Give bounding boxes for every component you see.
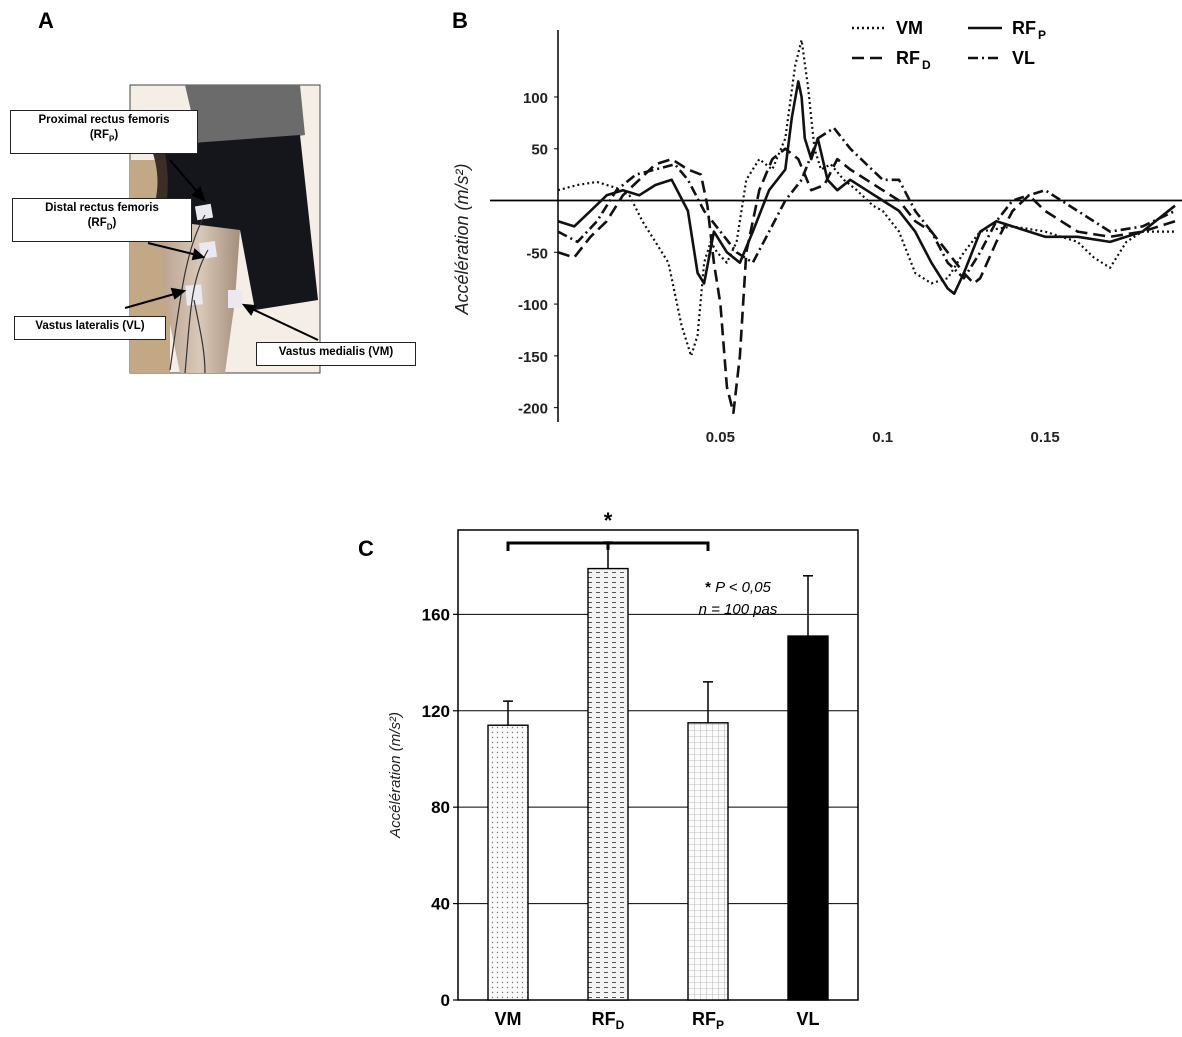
panel-b-line-chart: 100 50 -50 -100 -150 -200 0.05 0.1 0.15 Accélérat…: [440, 0, 1182, 460]
x-tick-label: 0.15: [1031, 429, 1060, 446]
callout-abbrev-close: ): [112, 217, 117, 229]
y-tick-label: 120: [422, 702, 450, 721]
x-tick-label: VM: [495, 1009, 522, 1029]
annotation-sample-size: n = 100 pas: [699, 601, 778, 618]
legend-label-rfd: RF D: [896, 48, 931, 72]
x-tick-label: RFP: [692, 1009, 724, 1032]
panel-c-bar-chart: 0 40 80 120 160 Accélération (m/s²) VM RFD RFP VL…: [340, 490, 860, 1032]
y-tick-label: 40: [431, 895, 450, 914]
callout-abbrev-text: (RF: [87, 217, 107, 229]
callout-abbrev-text: (RF: [89, 129, 109, 141]
y-tick-label: -50: [526, 245, 548, 262]
significance-star: *: [604, 508, 613, 533]
panel-label-b: B: [452, 8, 468, 33]
bar-rf-p: [687, 722, 729, 1001]
panel-label-c: C: [358, 536, 374, 561]
y-tick-label: 0: [441, 991, 450, 1010]
callout-abbrev-sub: P: [108, 134, 115, 144]
bar-vm: [487, 724, 529, 1001]
x-tick-label: 0.1: [872, 429, 893, 446]
acceleration-bar-chart: 0 40 80 120 160 Accélération (m/s²) VM RFD RFP VL…: [387, 508, 859, 1032]
y-tick-label: -200: [518, 401, 548, 418]
callout-label: Proximal rectus femoris: [38, 114, 170, 126]
y-axis-label: Accélération (m/s²): [452, 163, 472, 315]
bar-rf-d: [587, 567, 629, 1001]
y-tick-label: 80: [431, 798, 450, 817]
callout-vastus-lateralis: Vastus lateralis (VL): [14, 316, 166, 340]
y-tick-label: -150: [518, 349, 548, 366]
x-tick-label: RFD: [592, 1009, 625, 1032]
y-tick-label: -100: [518, 297, 548, 314]
series-line-vm: [557, 38, 1175, 357]
callout-abbrev: (RFP): [15, 128, 193, 146]
callout-label: Vastus lateralis (VL): [35, 320, 145, 332]
legend-label-rfp: RF P: [1012, 18, 1046, 42]
plot-frame: [457, 529, 859, 1001]
x-tick-label: 0.05: [706, 429, 735, 446]
callout-abbrev: (RFD): [17, 216, 187, 234]
y-tick-label: 100: [523, 90, 548, 107]
callout-abbrev-close: ): [114, 129, 119, 141]
callout-label: Distal rectus femoris: [45, 202, 159, 214]
callout-vastus-medialis: Vastus medialis (VM): [256, 342, 416, 366]
y-axis-label: Accélération (m/s²): [387, 712, 404, 839]
callout-distal-rectus-femoris: Distal rectus femoris (RFD): [12, 198, 192, 242]
panel-a-photo-figure: Proximal rectus femoris (RFP) Distal rec…: [0, 0, 430, 390]
callout-label: Vastus medialis (VM): [278, 346, 394, 358]
y-tick-label: 50: [531, 142, 548, 159]
callout-proximal-rectus-femoris: Proximal rectus femoris (RFP): [10, 110, 198, 154]
x-tick-label: VL: [796, 1009, 819, 1029]
callout-abbrev-sub: D: [106, 222, 113, 232]
y-tick-label: 160: [422, 605, 450, 624]
legend-label-vl: VL: [1012, 48, 1035, 68]
series-line-rfp: [557, 80, 1176, 295]
acceleration-line-chart: 100 50 -50 -100 -150 -200 0.05 0.1 0.15 Accélérat…: [452, 18, 1182, 446]
series-line-vl: [557, 126, 1176, 280]
bar-vl: [787, 635, 829, 1001]
legend-label-vm: VM: [896, 18, 923, 38]
annotation-p-value: * P < 0,05: [705, 579, 771, 596]
panel-label-a: A: [38, 8, 54, 33]
